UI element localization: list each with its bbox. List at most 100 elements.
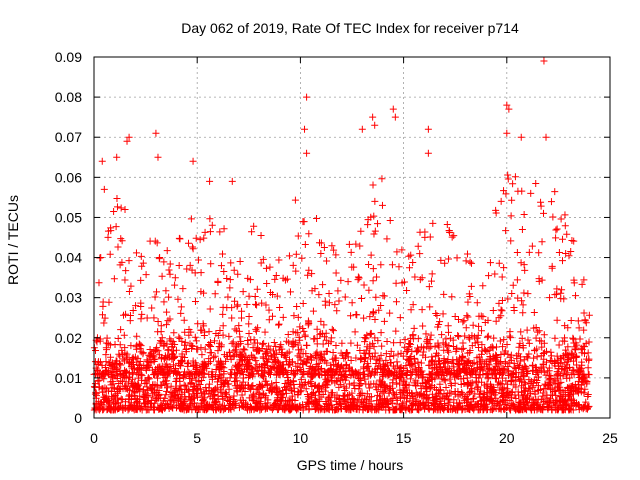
data-point [374, 220, 382, 228]
data-point [260, 390, 268, 398]
data-point [475, 344, 483, 352]
data-point [426, 233, 434, 241]
data-point [137, 276, 145, 284]
data-point [154, 328, 162, 336]
data-point [461, 332, 469, 340]
data-point [457, 380, 465, 388]
data-point [445, 328, 453, 336]
data-point [317, 249, 325, 257]
data-point [407, 251, 415, 259]
data-point [329, 327, 337, 335]
data-point [278, 397, 286, 405]
data-point [455, 332, 463, 340]
data-point [508, 289, 516, 297]
data-point [507, 237, 515, 245]
data-point [538, 238, 546, 246]
data-point [418, 306, 426, 314]
data-point [401, 336, 409, 344]
data-point [491, 375, 499, 383]
data-point [122, 267, 130, 275]
data-point [422, 330, 430, 338]
data-point [428, 356, 436, 364]
data-point [542, 133, 550, 141]
data-point [100, 319, 108, 327]
data-point [315, 395, 323, 403]
data-point [165, 266, 173, 274]
data-point [530, 308, 538, 316]
data-point [153, 288, 161, 296]
data-point [371, 121, 379, 129]
data-point [111, 372, 119, 380]
data-point [199, 373, 207, 381]
data-point [407, 406, 415, 414]
data-point [380, 317, 388, 325]
y-tick-label: 0 [74, 410, 82, 426]
data-point [170, 388, 178, 396]
data-point [504, 295, 512, 303]
data-point [453, 344, 461, 352]
data-point [504, 175, 512, 183]
data-point [172, 384, 180, 392]
data-point [319, 391, 327, 399]
data-point [258, 299, 266, 307]
data-point [303, 93, 311, 101]
data-point [490, 386, 498, 394]
data-point [390, 352, 398, 360]
data-point [238, 356, 246, 364]
data-point [223, 396, 231, 404]
data-point [477, 387, 485, 395]
data-point [440, 290, 448, 298]
data-point [206, 349, 214, 357]
data-point [392, 279, 400, 287]
data-point [166, 397, 174, 405]
data-point [247, 405, 255, 413]
data-point [503, 340, 511, 348]
data-point [209, 395, 217, 403]
data-point [347, 356, 355, 364]
data-point [189, 342, 197, 350]
data-point [192, 234, 200, 242]
data-point [520, 210, 528, 218]
data-point [389, 394, 397, 402]
data-point [387, 347, 395, 355]
data-point [251, 300, 259, 308]
data-point [262, 301, 270, 309]
data-point [162, 387, 170, 395]
data-point [497, 351, 505, 359]
data-point [246, 406, 254, 414]
data-point [433, 406, 441, 414]
data-point [148, 304, 156, 312]
data-point [290, 371, 298, 379]
data-point [317, 239, 325, 247]
data-point [540, 209, 548, 217]
data-point [132, 249, 140, 257]
data-point [283, 383, 291, 391]
data-point [219, 250, 227, 258]
data-point [525, 385, 533, 393]
data-point [287, 396, 295, 404]
data-point [513, 248, 521, 256]
data-point [153, 239, 161, 247]
data-point [227, 259, 235, 267]
data-point [186, 261, 194, 269]
data-point [237, 314, 245, 322]
data-point [167, 382, 175, 390]
data-point [444, 322, 452, 330]
data-point [421, 228, 429, 236]
data-point [437, 256, 445, 264]
data-point [564, 343, 572, 351]
data-point [261, 328, 269, 336]
data-point [333, 307, 341, 315]
data-point [549, 213, 557, 221]
data-point [334, 287, 342, 295]
data-point [262, 264, 270, 272]
data-point [127, 282, 135, 290]
data-point [283, 275, 291, 283]
data-point [410, 324, 418, 332]
data-point [531, 388, 539, 396]
data-point [226, 284, 234, 292]
data-point [145, 375, 153, 383]
data-point [185, 239, 193, 247]
data-point [312, 391, 320, 399]
data-point [473, 299, 481, 307]
